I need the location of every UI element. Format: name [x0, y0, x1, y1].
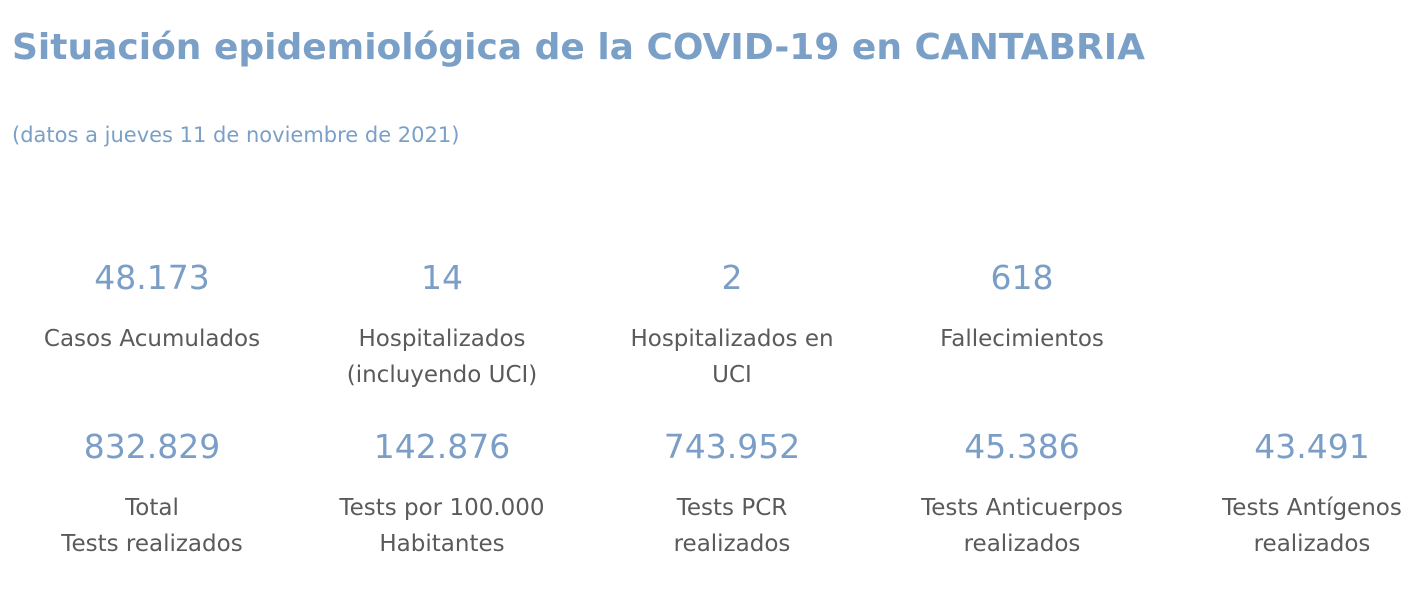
stat-hospitalizados: 14 Hospitalizados (incluyendo UCI)	[312, 256, 572, 393]
stat-value: 48.173	[94, 258, 210, 297]
stat-label: Tests PCR realizados	[673, 495, 791, 557]
stat-tests-antigenos: 43.491 Tests Antígenos realizados	[1162, 425, 1428, 562]
stat-label: Tests Anticuerpos realizados	[921, 495, 1123, 557]
stat-value: 832.829	[83, 427, 221, 466]
stat-value: 14	[421, 258, 463, 297]
stat-label: Casos Acumulados	[43, 326, 261, 352]
stat-label: Hospitalizados en UCI	[630, 326, 834, 388]
stat-tests-anticuerpos: 45.386 Tests Anticuerpos realizados	[892, 425, 1152, 562]
stat-value: 618	[990, 258, 1054, 297]
stat-label: Fallecimientos	[940, 326, 1104, 352]
stat-label: Hospitalizados (incluyendo UCI)	[346, 326, 538, 388]
stat-value: 45.386	[964, 427, 1080, 466]
stat-fallecimientos: 618 Fallecimientos	[892, 256, 1152, 357]
page-title: Situación epidemiológica de la COVID-19 …	[12, 27, 1145, 68]
stat-value: 743.952	[663, 427, 801, 466]
stat-value: 142.876	[373, 427, 511, 466]
stat-tests-pcr: 743.952 Tests PCR realizados	[602, 425, 862, 562]
stat-total-tests: 832.829 Total Tests realizados	[22, 425, 282, 562]
stat-tests-por-100000: 142.876 Tests por 100.000 Habitantes	[312, 425, 572, 562]
stat-value: 43.491	[1254, 427, 1370, 466]
page-subtitle-date: (datos a jueves 11 de noviembre de 2021)	[12, 123, 460, 147]
stat-hospitalizados-uci: 2 Hospitalizados en UCI	[602, 256, 862, 393]
stat-label: Total Tests realizados	[61, 495, 243, 557]
stat-casos-acumulados: 48.173 Casos Acumulados	[22, 256, 282, 357]
stat-label: Tests Antígenos realizados	[1222, 495, 1402, 557]
stat-value: 2	[721, 258, 743, 297]
stat-label: Tests por 100.000 Habitantes	[339, 495, 545, 557]
